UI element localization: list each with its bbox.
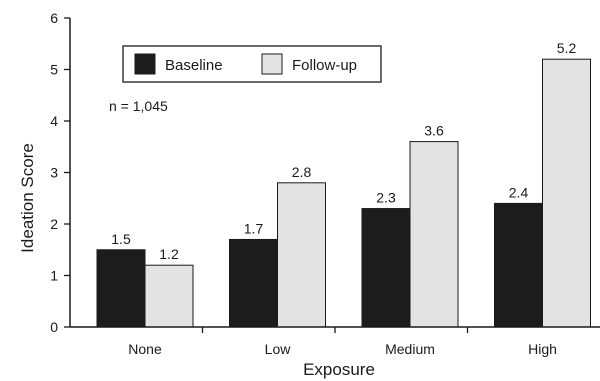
y-tick-label: 0 — [50, 319, 58, 335]
legend-swatch-baseline — [134, 53, 156, 75]
bar-baseline-high — [494, 202, 543, 328]
y-tick-label: 5 — [50, 62, 58, 78]
legend-swatch-follow-up — [261, 53, 283, 75]
x-axis-title: Exposure — [303, 360, 375, 379]
bar-value-label: 1.2 — [159, 246, 179, 262]
bar-follow-up-low — [277, 182, 326, 328]
bar-value-label: 5.2 — [557, 40, 577, 56]
bar-value-label: 2.3 — [376, 190, 396, 206]
y-tick-label: 1 — [50, 268, 58, 284]
bar-baseline-low — [229, 238, 278, 328]
legend: Baseline Follow-up — [122, 45, 382, 83]
bar-value-label: 2.4 — [509, 184, 529, 200]
sample-size-annotation: n = 1,045 — [109, 98, 168, 114]
bar-value-label: 1.7 — [244, 220, 264, 236]
bar-baseline-none — [96, 249, 146, 328]
category-label-none: None — [128, 341, 162, 357]
legend-box — [122, 45, 382, 83]
y-tick-label: 6 — [50, 10, 58, 26]
bar-follow-up-none — [144, 264, 194, 328]
bar-value-label: 1.5 — [111, 231, 131, 247]
bar-value-label: 2.8 — [292, 164, 312, 180]
bar-follow-up-high — [542, 58, 591, 328]
y-axis-ticks: 0 1 2 3 4 5 6 — [50, 10, 70, 335]
x-axis-ticks — [201, 327, 469, 333]
y-tick-label: 4 — [50, 113, 58, 129]
y-tick-label: 2 — [50, 216, 58, 232]
bar-baseline-medium — [361, 208, 411, 328]
category-label-medium: Medium — [385, 341, 435, 357]
y-axis-title: Ideation Score — [18, 143, 37, 253]
bar-value-label: 3.6 — [424, 123, 444, 139]
category-labels: None Low Medium High — [128, 341, 557, 357]
legend-label-baseline: Baseline — [165, 57, 223, 74]
category-label-low: Low — [265, 341, 292, 357]
legend-label-follow-up: Follow-up — [292, 57, 357, 74]
y-tick-label: 3 — [50, 165, 58, 181]
category-label-high: High — [528, 341, 557, 357]
data-labels: 1.5 1.2 1.7 2.8 2.3 3.6 2.4 5.2 — [111, 40, 576, 262]
bar-follow-up-medium — [409, 141, 459, 328]
